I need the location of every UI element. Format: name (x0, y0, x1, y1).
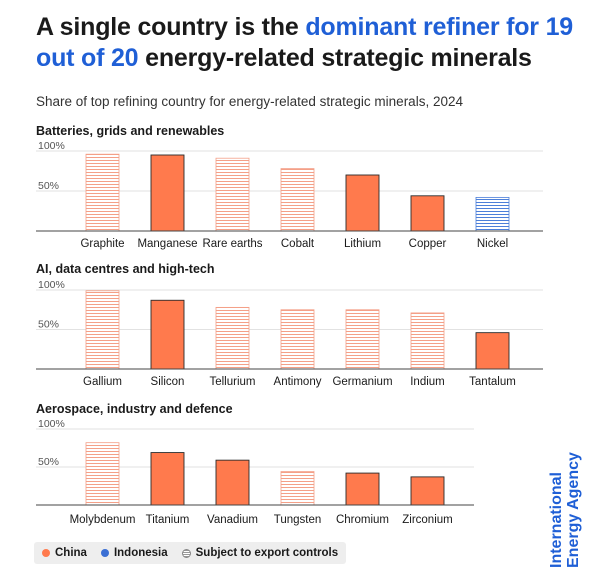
category-label-antimony: Antimony (274, 376, 322, 388)
bar-molybdenum (85, 442, 120, 506)
ytick-label-2-100: 100% (38, 279, 65, 291)
bar-antimony (280, 309, 315, 370)
category-label-lithium: Lithium (344, 238, 381, 250)
category-label-chromium: Chromium (336, 514, 389, 526)
ytick-label-2-50: 50% (38, 319, 59, 331)
headline-part2: energy-related strategic minerals (138, 44, 532, 72)
legend-label-china: China (55, 547, 87, 559)
chart-headline: A single country is the dominant refiner… (36, 12, 576, 74)
legend-label-export-controls: Subject to export controls (195, 547, 339, 559)
category-label-manganese: Manganese (137, 238, 197, 250)
legend-label-indonesia: Indonesia (113, 547, 168, 559)
bar-titanium (150, 452, 185, 506)
category-label-zirconium: Zirconium (402, 514, 452, 526)
category-label-cobalt: Cobalt (281, 238, 315, 250)
legend-swatch-china (42, 549, 50, 557)
bar-gallium (85, 290, 120, 370)
bar-manganese (150, 154, 185, 232)
legend-item-china: China (42, 547, 87, 559)
legend-item-export-controls: Subject to export controls (181, 547, 339, 559)
category-label-gallium: Gallium (83, 376, 122, 388)
bar-indium (410, 312, 445, 370)
panel-title-1: Batteries, grids and renewables (36, 124, 224, 138)
headline-part1: A single country is the (36, 13, 306, 41)
category-label-tantalum: Tantalum (469, 376, 516, 388)
bar-copper (410, 195, 445, 232)
category-label-rare-earths: Rare earths (202, 238, 262, 250)
bar-nickel (475, 196, 510, 232)
bar-vanadium (215, 459, 250, 506)
bar-chromium (345, 472, 380, 506)
legend-item-indonesia: Indonesia (100, 547, 168, 559)
panel-title-3: Aerospace, industry and defence (36, 402, 233, 416)
ytick-label-3-50: 50% (38, 456, 59, 468)
ytick-label-1-50: 50% (38, 180, 59, 192)
bar-graphite (85, 153, 120, 232)
bar-cobalt (280, 168, 315, 232)
legend: China Indonesia Subject to export contro… (34, 542, 347, 564)
category-label-indium: Indium (410, 376, 445, 388)
category-label-molybdenum: Molybdenum (70, 514, 136, 526)
bar-zirconium (410, 476, 445, 506)
bar-tantalum (475, 332, 510, 370)
bar-silicon (150, 299, 185, 370)
ytick-label-3-100: 100% (38, 418, 65, 430)
category-label-titanium: Titanium (146, 514, 190, 526)
category-label-germanium: Germanium (332, 376, 392, 388)
bar-lithium (345, 174, 380, 232)
panel-title-2: AI, data centres and high-tech (36, 262, 215, 276)
iea-logo-text: International Energy Agency (548, 452, 582, 568)
headline-highlight: dominant refiner for 19 out of 20 (36, 13, 573, 72)
category-label-tellurium: Tellurium (209, 376, 255, 388)
category-label-silicon: Silicon (151, 376, 185, 388)
category-label-tungsten: Tungsten (274, 514, 322, 526)
bar-germanium (345, 309, 380, 370)
category-label-graphite: Graphite (80, 238, 124, 250)
category-label-copper: Copper (409, 238, 447, 250)
bar-charts: Batteries, grids and renewables 100% 50% Gr… (36, 124, 543, 526)
bar-rare-earths (215, 157, 250, 232)
legend-swatch-indonesia (100, 549, 109, 557)
chart-subtitle: Share of top refining country for energy… (36, 94, 463, 109)
legend-swatch-export-controls (181, 548, 191, 558)
ytick-label-1-100: 100% (38, 140, 65, 152)
bar-tellurium (215, 306, 250, 370)
category-label-nickel: Nickel (477, 238, 508, 250)
category-label-vanadium: Vanadium (207, 514, 258, 526)
bar-tungsten (280, 471, 315, 506)
